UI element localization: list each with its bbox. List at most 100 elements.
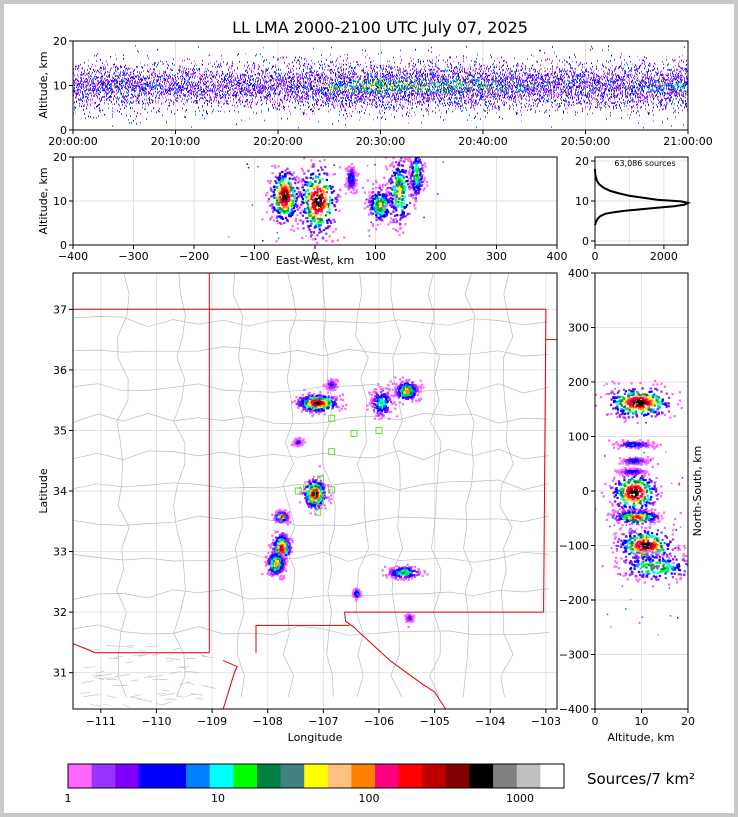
time-height-source [116, 58, 117, 60]
time-height-source [203, 90, 204, 93]
time-height-source [389, 79, 390, 82]
time-height-source [181, 75, 182, 77]
time-height-source [350, 84, 351, 87]
time-height-source [372, 84, 373, 87]
time-height-source [328, 90, 329, 93]
time-height-source [312, 110, 313, 113]
time-height-source [214, 99, 215, 101]
time-height-source [162, 74, 163, 77]
time-height-source [264, 76, 265, 79]
time-height-source [272, 77, 273, 80]
time-height-source [210, 96, 211, 99]
time-height-source [249, 87, 250, 89]
time-height-source [269, 62, 270, 64]
time-height-source [385, 76, 386, 79]
time-height-source [95, 85, 96, 88]
time-height-source [201, 74, 202, 77]
time-height-source [150, 89, 151, 92]
time-height-source [392, 94, 393, 97]
time-height-source [394, 87, 395, 90]
time-height-source [361, 88, 362, 91]
time-height-source [280, 74, 281, 77]
time-height-source [117, 92, 118, 94]
time-height-source [241, 86, 242, 88]
time-height-source [326, 103, 327, 106]
time-height-source [140, 81, 141, 84]
time-height-source [349, 105, 350, 108]
time-height-source [114, 63, 115, 66]
time-height-source [206, 75, 207, 77]
time-height-source [136, 115, 137, 118]
time-height-source [147, 102, 148, 104]
time-height-source [317, 89, 318, 91]
time-height-source [197, 102, 198, 104]
time-height-source [192, 84, 193, 86]
time-height-source [122, 74, 123, 77]
time-height-source [319, 77, 320, 79]
time-height-source [98, 87, 99, 90]
time-height-source [191, 101, 192, 103]
time-height-source [272, 98, 273, 100]
time-height-source [253, 111, 254, 114]
time-height-source [343, 105, 344, 107]
time-height-source [201, 63, 202, 66]
time-height-source [215, 66, 216, 68]
time-height-source [103, 80, 104, 83]
time-height-source [128, 83, 129, 85]
time-height-source [134, 74, 135, 76]
time-height-source [121, 113, 122, 115]
time-height-source [287, 98, 288, 101]
time-height-source [192, 90, 193, 93]
time-height-source [155, 62, 156, 64]
time-height-source [200, 86, 201, 88]
time-height-source [303, 81, 304, 84]
time-height-source [338, 67, 339, 69]
time-height-source [354, 72, 355, 75]
time-height-source [297, 91, 298, 93]
time-height-source [127, 69, 128, 71]
time-height-source [259, 65, 260, 68]
time-height-source [376, 82, 377, 85]
time-height-source [242, 80, 243, 83]
time-height-source [111, 88, 112, 90]
time-height-source [256, 84, 257, 87]
time-height-source [354, 90, 355, 93]
time-height-source [209, 94, 210, 96]
time-height-source [155, 73, 156, 75]
time-height-source [387, 103, 388, 106]
time-height-source [122, 81, 123, 84]
time-height-source [372, 69, 373, 72]
time-height-source [109, 99, 110, 101]
time-height-source [216, 74, 217, 76]
time-height-source [160, 83, 161, 85]
time-height-source [264, 75, 265, 78]
time-height-source [286, 65, 287, 68]
time-height-source [295, 106, 296, 109]
time-height-source [363, 89, 364, 92]
time-height-source [314, 82, 315, 84]
time-height-source [323, 71, 324, 74]
time-height-source [261, 90, 262, 93]
time-height-source [123, 92, 124, 95]
time-height-source [373, 89, 374, 92]
time-height-source [281, 99, 282, 102]
time-height-source [314, 93, 315, 96]
time-height-source [199, 98, 200, 101]
time-height-source [144, 93, 145, 96]
time-height-source [191, 91, 192, 93]
time-height-source [345, 75, 346, 78]
time-height-source [80, 86, 81, 88]
time-height-source [353, 79, 354, 82]
time-height-source [280, 99, 281, 101]
time-height-source [223, 73, 224, 75]
time-height-source [206, 88, 207, 91]
time-height-source [396, 103, 397, 105]
time-height-source [185, 87, 186, 90]
time-height-source [87, 92, 88, 95]
time-height-source [373, 80, 374, 83]
time-height-source [350, 100, 351, 102]
time-height-source [220, 100, 221, 103]
time-height-source [255, 91, 256, 94]
time-height-source [288, 93, 289, 96]
time-height-source [188, 94, 189, 96]
